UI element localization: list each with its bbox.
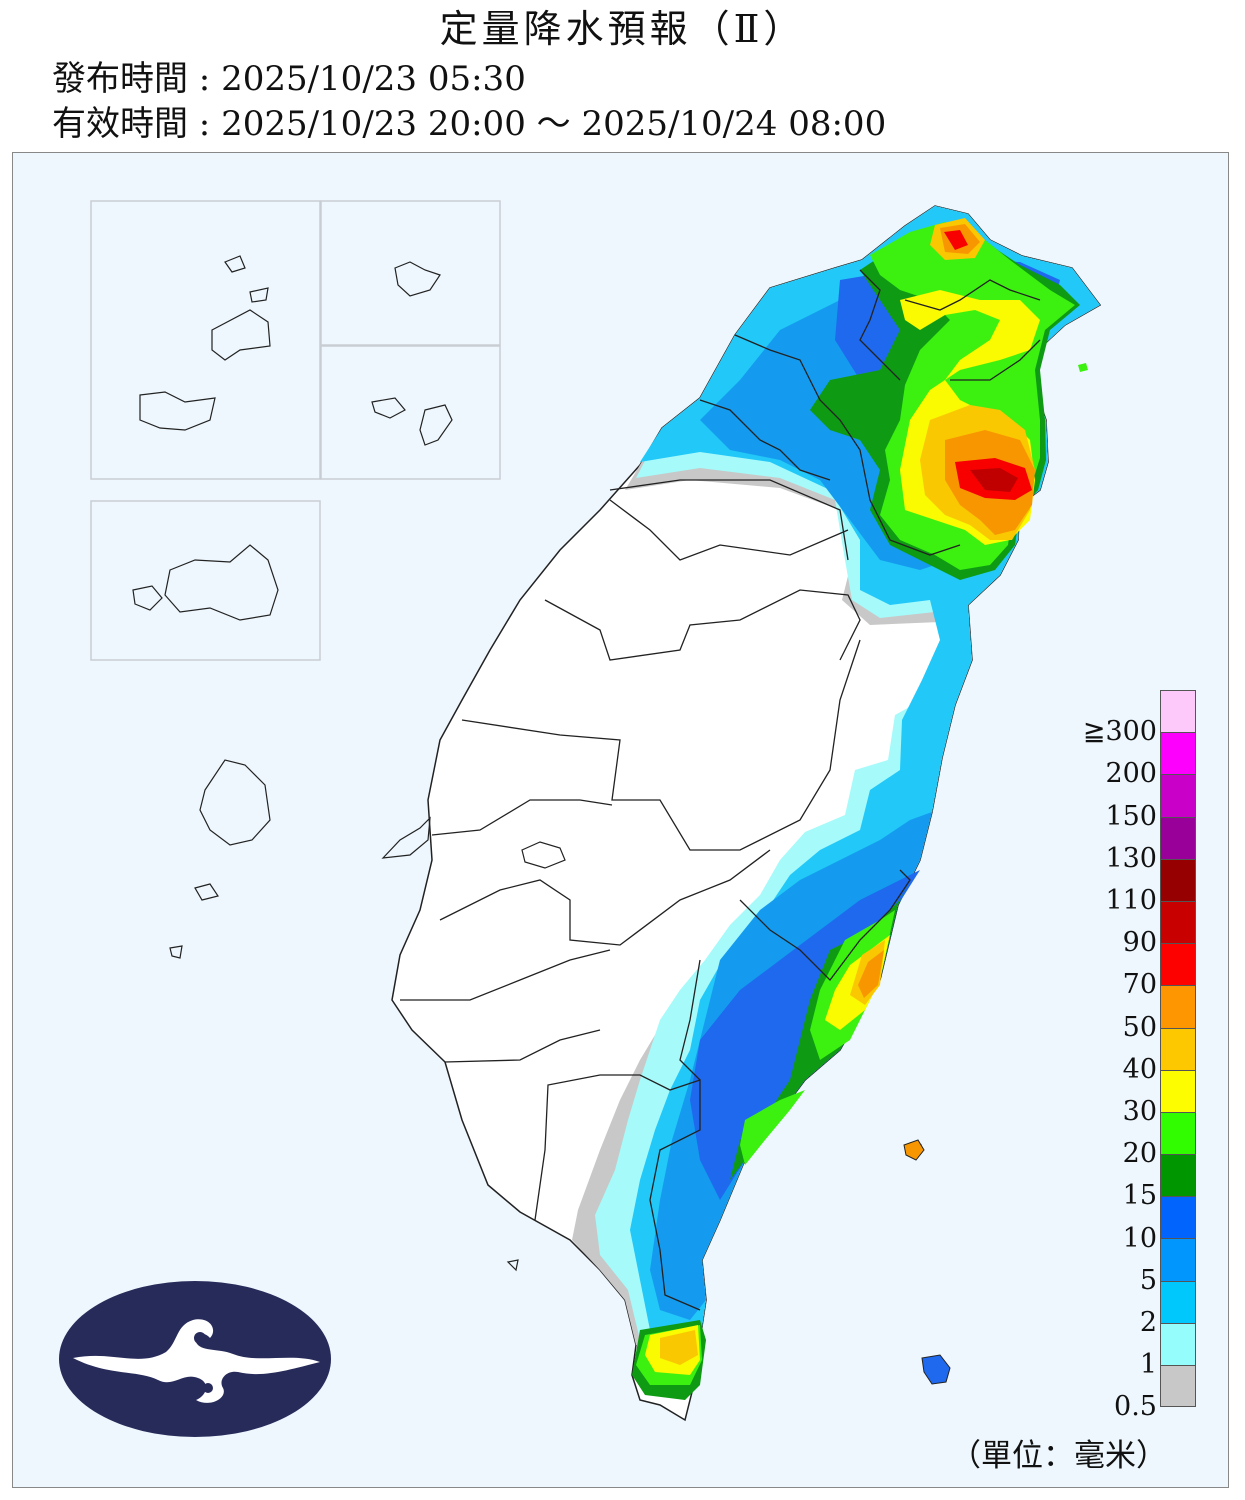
legend-swatch (1160, 690, 1196, 733)
rain-area-red (944, 230, 1032, 500)
issue-time: 發布時間 : 2025/10/23 05:30 (52, 59, 526, 99)
legend-label: 150 (1105, 800, 1157, 832)
legend-label: 5 (1139, 1264, 1157, 1296)
inset-kinmen-north (320, 200, 501, 346)
inset-matsu (90, 200, 321, 480)
legend-swatch (1160, 1280, 1196, 1323)
valid-time: 有效時間 : 2025/10/23 20:00 ～ 2025/10/24 08:… (52, 104, 887, 144)
legend-swatch (1160, 943, 1196, 986)
turtle-island (1078, 363, 1088, 372)
legend-swatch (1160, 1238, 1196, 1281)
legend-swatch (1160, 816, 1196, 859)
legend-label: 2 (1139, 1307, 1157, 1338)
green-island (903, 1139, 925, 1161)
legend-swatch (1160, 1027, 1196, 1070)
legend-swatch (1160, 900, 1196, 944)
legend-label: 110 (1105, 885, 1157, 916)
legend-label: 20 (1122, 1138, 1157, 1170)
legend-colorbar (1160, 690, 1196, 1408)
legend-swatch (1160, 985, 1196, 1028)
inset-island-outlines (132, 255, 566, 1272)
legend-label: 0.5 (1114, 1391, 1157, 1423)
inset-kinmen-south (320, 345, 501, 480)
unit-label: （單位：毫米） (950, 1438, 1167, 1474)
legend-label: 200 (1105, 758, 1157, 790)
cwa-logo (59, 1281, 331, 1437)
legend-label: 10 (1122, 1222, 1157, 1254)
legend-swatch (1160, 1154, 1196, 1197)
legend-label: 50 (1122, 1011, 1157, 1043)
legend-label: ≧300 (1082, 716, 1157, 748)
legend-label: 30 (1122, 1096, 1157, 1127)
rain-area-dkred (970, 468, 1018, 492)
legend-swatch (1160, 774, 1196, 817)
legend-label: 15 (1122, 1180, 1157, 1212)
legend-swatch (1160, 1365, 1196, 1408)
legend-label: 70 (1122, 969, 1157, 1001)
legend-label: 1 (1139, 1349, 1157, 1381)
legend-swatch (1160, 858, 1196, 901)
legend-swatch (1160, 1069, 1196, 1112)
map-title: 定量降水預報（Ⅱ） (439, 7, 806, 51)
inset-kinmen (90, 500, 321, 661)
legend-label: 90 (1122, 927, 1157, 959)
rain-area-orange (858, 224, 1035, 1158)
county-boundaries (400, 269, 1041, 1311)
orchid-island (921, 1354, 951, 1385)
rain-area-gold (660, 218, 1035, 1365)
legend-swatch (1160, 732, 1196, 775)
legend-label: 130 (1105, 842, 1157, 874)
legend-label: 40 (1122, 1053, 1157, 1085)
legend-swatch (1160, 1196, 1196, 1239)
rain-area-royal (690, 260, 1060, 1200)
legend-swatch (1160, 1111, 1196, 1155)
legend-swatch (1160, 1322, 1196, 1365)
